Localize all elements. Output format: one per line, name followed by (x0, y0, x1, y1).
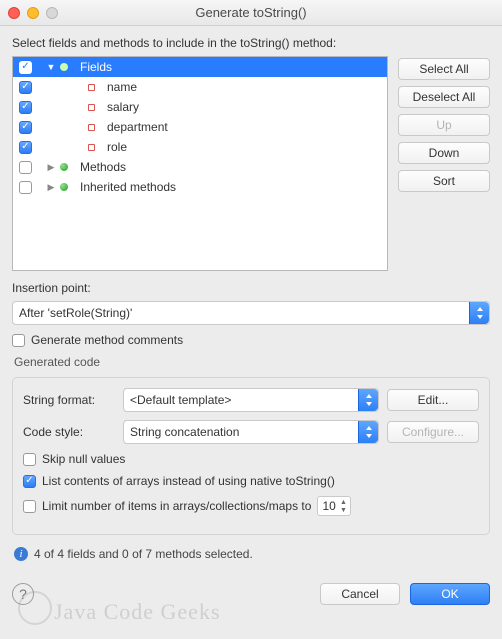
tree-row[interactable]: role (13, 137, 387, 157)
expand-icon[interactable]: ▶ (46, 182, 56, 193)
help-icon[interactable]: ? (12, 583, 34, 605)
chevron-updown-icon (469, 302, 489, 324)
instruction-label: Select fields and methods to include in … (12, 36, 490, 50)
string-format-select[interactable]: <Default template> (123, 388, 379, 412)
configure-button: Configure... (387, 421, 479, 443)
tree-item-label: role (107, 140, 127, 154)
field-icon (88, 124, 95, 131)
field-icon (88, 84, 95, 91)
up-button: Up (398, 114, 490, 136)
down-button[interactable]: Down (398, 142, 490, 164)
tree-item-label: department (107, 120, 168, 134)
limit-items-value: 10 (322, 499, 335, 513)
chevron-up-icon[interactable]: ▲ (338, 499, 348, 506)
generate-comments-checkbox[interactable] (12, 334, 25, 347)
tree-checkbox[interactable] (19, 81, 32, 94)
generate-comments-label: Generate method comments (31, 333, 183, 347)
deselect-all-button[interactable]: Deselect All (398, 86, 490, 108)
tree-row[interactable]: ▼ Fields (13, 57, 387, 77)
tree-row[interactable]: salary (13, 97, 387, 117)
list-arrays-checkbox[interactable] (23, 475, 36, 488)
field-icon (88, 104, 95, 111)
ok-button[interactable]: OK (410, 583, 490, 605)
insertion-point-value: After 'setRole(String)' (19, 306, 132, 320)
fields-tree[interactable]: ▼Fieldsnamesalarydepartmentrole▶Methods▶… (12, 56, 388, 271)
tree-checkbox[interactable] (19, 61, 32, 74)
insertion-point-select[interactable]: After 'setRole(String)' (12, 301, 490, 325)
tree-item-label: Methods (80, 160, 126, 174)
code-style-label: Code style: (23, 425, 115, 439)
tree-item-label: Inherited methods (80, 180, 176, 194)
info-icon: i (14, 547, 28, 561)
tree-checkbox[interactable] (19, 121, 32, 134)
chevron-updown-icon (358, 389, 378, 411)
list-arrays-label: List contents of arrays instead of using… (42, 474, 335, 488)
status-text: 4 of 4 fields and 0 of 7 methods selecte… (34, 547, 253, 561)
expand-icon[interactable]: ▼ (46, 62, 56, 72)
generated-code-legend: Generated code (14, 355, 490, 369)
tree-checkbox[interactable] (19, 101, 32, 114)
limit-items-label: Limit number of items in arrays/collecti… (42, 499, 311, 513)
tree-checkbox[interactable] (19, 181, 32, 194)
chevron-down-icon[interactable]: ▼ (338, 507, 348, 514)
string-format-value: <Default template> (130, 393, 231, 407)
insertion-point-label: Insertion point: (12, 281, 490, 295)
cancel-button[interactable]: Cancel (320, 583, 400, 605)
chevron-updown-icon (358, 421, 378, 443)
limit-items-checkbox[interactable] (23, 500, 36, 513)
edit-button[interactable]: Edit... (387, 389, 479, 411)
dialog-content: Select fields and methods to include in … (0, 26, 502, 569)
select-all-button[interactable]: Select All (398, 58, 490, 80)
code-style-value: String concatenation (130, 425, 239, 439)
tree-checkbox[interactable] (19, 161, 32, 174)
tree-checkbox[interactable] (19, 141, 32, 154)
tree-row[interactable]: name (13, 77, 387, 97)
titlebar: Generate toString() (0, 0, 502, 26)
generated-code-group: String format: <Default template> Edit..… (12, 377, 490, 535)
field-icon (88, 144, 95, 151)
tree-item-label: name (107, 80, 137, 94)
tree-row[interactable]: ▶ Methods (13, 157, 387, 177)
string-format-label: String format: (23, 393, 115, 407)
limit-items-spinner[interactable]: 10 ▲▼ (317, 496, 351, 516)
tree-row[interactable]: department (13, 117, 387, 137)
sort-button[interactable]: Sort (398, 170, 490, 192)
method-icon (60, 183, 68, 191)
class-icon (60, 63, 68, 71)
tree-row[interactable]: ▶ Inherited methods (13, 177, 387, 197)
expand-icon[interactable]: ▶ (46, 162, 56, 173)
code-style-select[interactable]: String concatenation (123, 420, 379, 444)
method-icon (60, 163, 68, 171)
skip-null-checkbox[interactable] (23, 453, 36, 466)
tree-item-label: salary (107, 100, 139, 114)
tree-item-label: Fields (80, 60, 112, 74)
window-title: Generate toString() (0, 5, 502, 20)
skip-null-label: Skip null values (42, 452, 125, 466)
